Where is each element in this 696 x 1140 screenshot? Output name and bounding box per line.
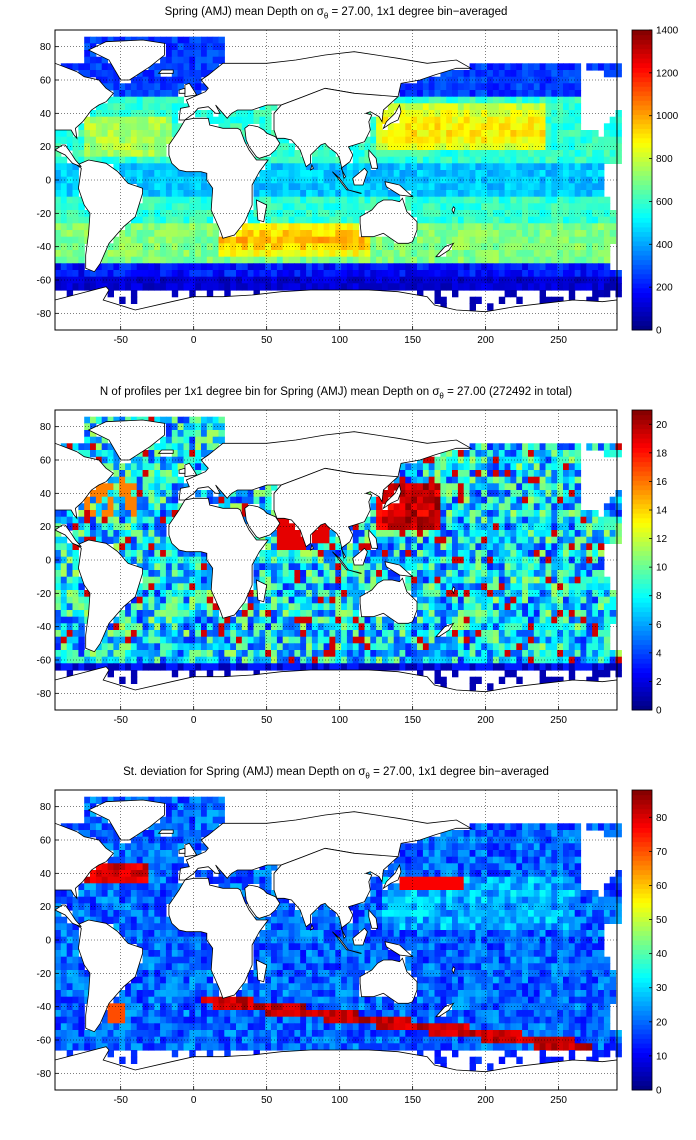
y-tick-label: -20 [37, 589, 52, 600]
coastlines [54, 799, 618, 1091]
y-tick-label: 60 [40, 76, 52, 87]
x-tick-label: 100 [331, 335, 348, 346]
colorbar-tick-label: 60 [656, 881, 668, 892]
data-field [55, 796, 622, 1071]
colorbar-tick-label: 20 [656, 420, 668, 431]
x-tick-label: 0 [191, 335, 197, 346]
x-tick-label: 250 [550, 335, 567, 346]
map-panel-depth: Spring (AMJ) mean Depth on σθ = 27.00, 1… [0, 0, 696, 380]
colorbar-tick-label: 8 [656, 591, 662, 602]
colorbar-tick-label: 16 [656, 477, 668, 488]
colorbar-tick-label: 1200 [656, 68, 679, 79]
colorbar-tick-label: 80 [656, 813, 668, 824]
grid-lines [55, 410, 617, 710]
colorbar-tick-label: 2 [656, 677, 662, 688]
x-tick-label: 50 [261, 1095, 273, 1106]
x-tick-label: 50 [261, 715, 273, 726]
colorbar-tick-label: 12 [656, 534, 668, 545]
grid-lines [55, 790, 617, 1090]
y-tick-label: -80 [37, 689, 52, 700]
x-tick-label: 250 [550, 715, 567, 726]
y-tick-label: 80 [40, 802, 52, 813]
y-tick-label: -40 [37, 622, 52, 633]
y-tick-label: -80 [37, 309, 52, 320]
colorbar-tick-label: 200 [656, 283, 673, 294]
x-tick-label: 200 [477, 335, 494, 346]
y-tick-label: -60 [37, 1036, 52, 1047]
x-tick-label: 100 [331, 1095, 348, 1106]
x-tick-label: -50 [113, 1095, 128, 1106]
y-tick-label: -60 [37, 276, 52, 287]
colorbar-tick-label: 4 [656, 648, 662, 659]
grid-lines [55, 30, 617, 330]
y-tick-label: 40 [40, 109, 52, 120]
colorbar-tick-label: 10 [656, 563, 668, 574]
y-tick-label: 0 [45, 936, 51, 947]
y-tick-label: 0 [45, 556, 51, 567]
y-tick-label: -40 [37, 1002, 52, 1013]
y-tick-label: 40 [40, 869, 52, 880]
map-panel-profile-count: N of profiles per 1x1 degree bin for Spr… [0, 380, 696, 760]
y-tick-label: 60 [40, 836, 52, 847]
data-field [55, 416, 622, 691]
x-tick-label: 250 [550, 1095, 567, 1106]
colorbar-tick-label: 10 [656, 1051, 668, 1062]
depth-map-plot: -50 0 50 100 150 200 250806040200-20-40-60-800… [37, 26, 679, 347]
colorbar-tick-label: 18 [656, 448, 668, 459]
colorbar: 0 200 400 600 800 1000 1200 1400 [631, 26, 679, 337]
y-tick-label: 20 [40, 142, 52, 153]
x-tick-label: 200 [477, 715, 494, 726]
colorbar-tick-label: 6 [656, 620, 662, 631]
y-tick-label: -40 [37, 242, 52, 253]
colorbar-tick-label: 800 [656, 154, 673, 165]
colorbar-tick-label: 30 [656, 983, 668, 994]
colorbar-tick-label: 0 [656, 706, 662, 717]
map-title: Spring (AMJ) mean Depth on σθ = 27.00, 1… [164, 6, 508, 21]
y-tick-label: 60 [40, 456, 52, 467]
colorbar-tick-label: 1000 [656, 111, 679, 122]
map-title: N of profiles per 1x1 degree bin for Spr… [99, 386, 573, 401]
colorbar-tick-label: 0 [656, 326, 662, 337]
x-tick-label: 150 [404, 335, 421, 346]
colorbar-tick-label: 1400 [656, 26, 679, 37]
map-title: St. deviation for Spring (AMJ) mean Dept… [123, 766, 549, 781]
x-tick-label: -50 [113, 715, 128, 726]
map-panel-std-deviation: St. deviation for Spring (AMJ) mean Dept… [0, 760, 696, 1140]
y-tick-label: 0 [45, 176, 51, 187]
y-tick-label: 80 [40, 42, 52, 53]
x-tick-label: 0 [191, 1095, 197, 1106]
profile-count-map-plot: -50 0 50 100 150 200 250806040200-20-40-60-800… [37, 409, 668, 726]
x-tick-label: 0 [191, 715, 197, 726]
y-tick-label: 40 [40, 489, 52, 500]
colorbar-tick-label: 70 [656, 847, 668, 858]
colorbar-tick-label: 40 [656, 949, 668, 960]
colorbar-tick-label: 0 [656, 1086, 662, 1097]
colorbar: 0 10 20 30 40 50 60 70 80 [631, 789, 668, 1097]
y-tick-label: 20 [40, 522, 52, 533]
colorbar-tick-label: 14 [656, 506, 668, 517]
x-tick-label: 150 [404, 1095, 421, 1106]
x-tick-label: 50 [261, 335, 273, 346]
y-tick-label: 20 [40, 902, 52, 913]
x-tick-label: 150 [404, 715, 421, 726]
x-tick-label: -50 [113, 335, 128, 346]
colorbar-tick-label: 600 [656, 197, 673, 208]
coastlines [54, 39, 618, 331]
coastlines [54, 419, 618, 711]
x-tick-label: 100 [331, 715, 348, 726]
colorbar: 0 2 4 6 8 10 12 14 16 18 20 [631, 409, 668, 717]
std-deviation-map-plot: -50 0 50 100 150 200 250806040200-20-40-60-800… [37, 789, 668, 1106]
y-tick-label: -80 [37, 1069, 52, 1080]
y-tick-label: -20 [37, 209, 52, 220]
colorbar-tick-label: 400 [656, 240, 673, 251]
y-tick-label: -20 [37, 969, 52, 980]
x-tick-label: 200 [477, 1095, 494, 1106]
y-tick-label: -60 [37, 656, 52, 667]
y-tick-label: 80 [40, 422, 52, 433]
colorbar-tick-label: 20 [656, 1017, 668, 1028]
colorbar-tick-label: 50 [656, 915, 668, 926]
